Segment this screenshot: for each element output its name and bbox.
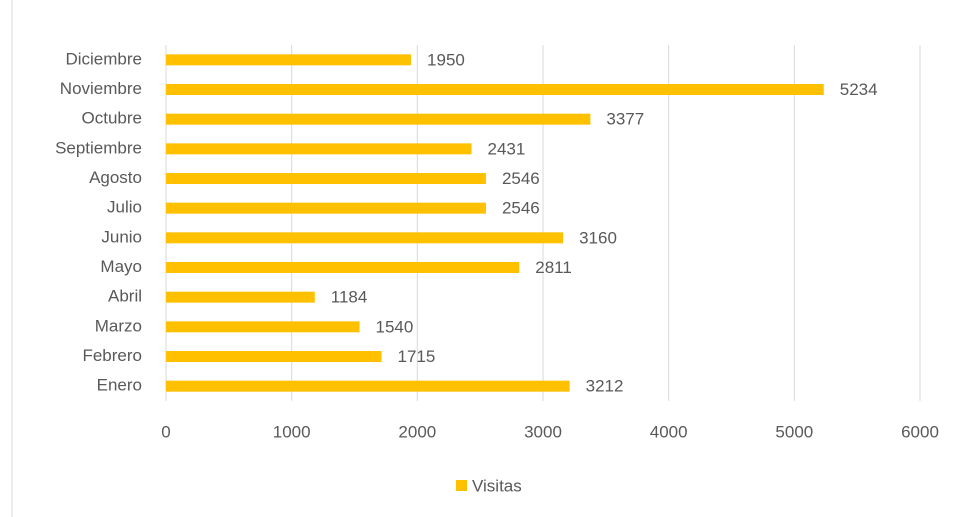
data-label: 5234	[840, 80, 878, 99]
data-label: 1715	[398, 347, 436, 366]
y-tick-label: Diciembre	[65, 49, 142, 68]
data-label: 3212	[586, 377, 624, 396]
y-tick-label: Octubre	[82, 109, 142, 128]
bar	[166, 232, 564, 244]
x-tick-label: 4000	[650, 422, 688, 441]
y-tick-label: Marzo	[95, 316, 142, 335]
data-label: 1540	[376, 317, 414, 336]
x-tick-label: 3000	[524, 422, 562, 441]
bar	[166, 351, 382, 362]
bar	[166, 291, 315, 303]
y-tick-label: Febrero	[82, 346, 142, 365]
x-tick-label: 5000	[775, 422, 813, 441]
data-label: 2546	[502, 199, 540, 218]
bar	[166, 262, 520, 273]
bar	[166, 380, 570, 392]
y-tick-label: Mayo	[100, 257, 142, 276]
y-tick-label: Noviembre	[60, 79, 142, 98]
bar	[166, 54, 412, 66]
data-label: 3160	[579, 228, 617, 247]
y-tick-label: Agosto	[89, 168, 142, 187]
data-label: 2546	[502, 169, 540, 188]
data-label: 3377	[606, 110, 644, 129]
y-tick-label: Enero	[97, 376, 142, 395]
data-label: 1184	[331, 288, 368, 307]
legend-label: Visitas	[472, 476, 522, 495]
legend-swatch	[456, 480, 467, 491]
data-label: 1950	[427, 50, 465, 69]
bar	[166, 321, 360, 333]
y-tick-label: Septiembre	[55, 138, 142, 157]
x-tick-label: 0	[161, 422, 170, 441]
y-tick-label: Julio	[107, 198, 142, 217]
data-label: 2431	[487, 139, 525, 158]
x-tick-label: 2000	[398, 422, 436, 441]
bar	[166, 113, 591, 125]
bar	[166, 143, 472, 155]
bar	[166, 173, 486, 184]
data-label: 2811	[535, 258, 572, 277]
bar	[166, 84, 824, 95]
y-tick-label: Junio	[101, 227, 142, 246]
x-tick-label: 6000	[901, 422, 939, 441]
bar	[166, 202, 486, 214]
x-tick-label: 1000	[273, 422, 311, 441]
y-tick-label: Abril	[108, 287, 142, 306]
